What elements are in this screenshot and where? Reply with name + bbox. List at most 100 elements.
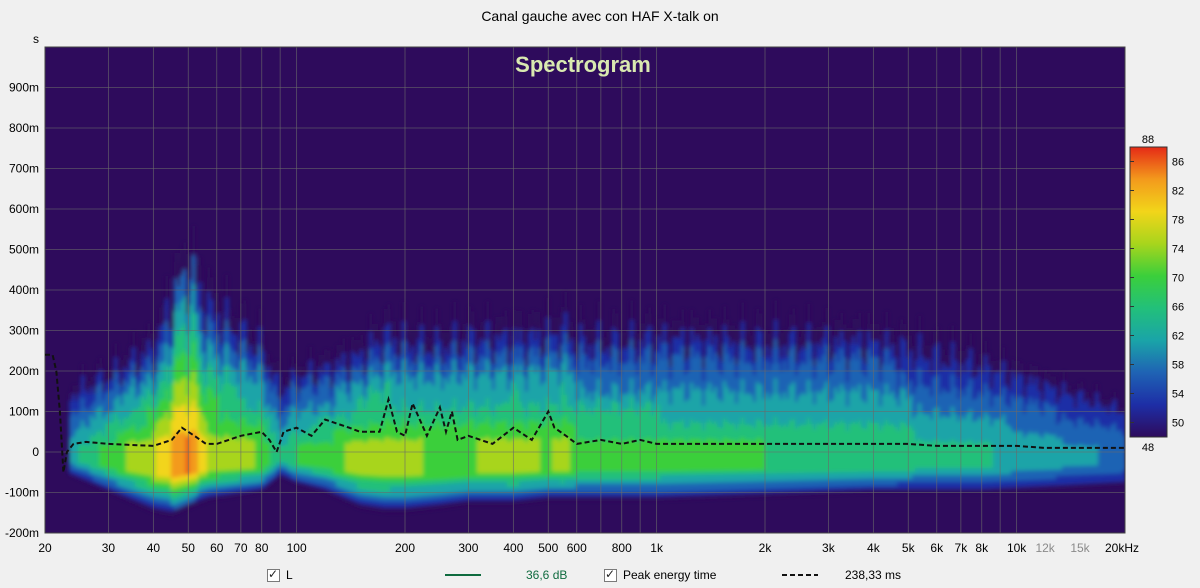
heatmap-cell (462, 439, 466, 474)
heatmap-cell (237, 440, 241, 470)
heatmap-cell (279, 445, 283, 462)
heatmap-cell (1116, 447, 1120, 466)
heatmap-cell (534, 439, 538, 473)
heatmap-cell (777, 440, 781, 470)
heatmap-cell (1041, 446, 1045, 467)
heatmap-cell (756, 437, 760, 470)
colorbar-tick-label: 54 (1172, 389, 1184, 401)
heatmap-cell (255, 440, 259, 469)
heatmap-cell (810, 439, 814, 470)
heatmap-cell (1047, 444, 1051, 467)
series-l-checkbox[interactable] (267, 567, 280, 582)
heatmap-cell (546, 436, 550, 472)
heatmap-cell (795, 441, 799, 470)
heatmap-cell (666, 439, 670, 472)
heatmap-cell (840, 438, 844, 469)
heatmap-cell (684, 441, 688, 472)
heatmap-cell (393, 438, 397, 477)
heatmap-cell (951, 439, 955, 469)
heatmap-cell (783, 439, 787, 470)
heatmap-cell (612, 437, 616, 472)
heatmap-cell (969, 440, 973, 469)
heatmap-cell (1095, 445, 1099, 466)
x-tick-label: 6k (930, 541, 944, 555)
heatmap-cell (168, 437, 172, 478)
heatmap-cell (816, 439, 820, 470)
heatmap-cell (750, 440, 754, 471)
heatmap-cell (801, 439, 805, 470)
colorbar-tick-label: 50 (1172, 418, 1184, 430)
heatmap-cell (471, 437, 475, 474)
heatmap-cell (996, 442, 1000, 468)
heatmap-cell (834, 438, 838, 469)
colorbar-tick-label: 70 (1172, 273, 1184, 285)
heatmap-cell (615, 438, 619, 472)
heatmap-cell (447, 440, 451, 475)
heatmap-cell (204, 438, 208, 472)
x-tick-label: 4k (867, 541, 881, 555)
heatmap-cell (282, 445, 286, 463)
heatmap-cell (831, 441, 835, 469)
heatmap-cell (480, 439, 484, 474)
heatmap-cell (234, 438, 238, 470)
colorbar-tick-label: 62 (1172, 331, 1184, 343)
heatmap-cell (636, 441, 640, 472)
heatmap-cell (723, 437, 727, 471)
heatmap-cell (621, 440, 625, 472)
heatmap-cell (903, 439, 907, 469)
heatmap-cell (189, 432, 193, 475)
heatmap-cell (333, 442, 337, 470)
heatmap-cell (942, 441, 946, 469)
heatmap-cell (321, 442, 325, 468)
heatmap-cell (1005, 444, 1009, 468)
legend-series-l[interactable]: L (267, 566, 293, 584)
heatmap-cell (108, 443, 112, 469)
heatmap-cell (390, 439, 394, 477)
heatmap-cell (207, 433, 211, 472)
legend-peak-energy[interactable]: Peak energy time (604, 566, 716, 584)
heatmap-cell (420, 437, 424, 476)
heatmap-cell (129, 441, 133, 473)
heatmap-cell (348, 443, 352, 473)
legend-level-line (445, 566, 481, 584)
heatmap-cell (246, 440, 250, 470)
heatmap-cell (363, 443, 367, 475)
heatmap-cell (285, 444, 289, 463)
y-tick-label: 600m (9, 202, 39, 216)
heatmap-cell (1059, 445, 1063, 467)
heatmap-cell (843, 439, 847, 469)
heatmap-cell (1113, 445, 1117, 466)
heatmap-cell (921, 441, 925, 469)
plot-label: Spectrogram (515, 52, 651, 77)
heatmap-cell (372, 439, 376, 476)
heatmap-cell (864, 441, 868, 469)
heatmap-cell (405, 439, 409, 477)
heatmap-cell (201, 435, 205, 473)
heatmap-cell (114, 441, 118, 470)
heatmap-cell (360, 440, 364, 475)
heatmap-cell (912, 442, 916, 469)
heatmap-cell (477, 439, 481, 474)
level-line-swatch (445, 574, 481, 576)
heatmap-cell (414, 441, 418, 476)
heatmap-cell (573, 440, 577, 472)
heatmap-cell (357, 441, 361, 475)
heatmap-cell (687, 441, 691, 471)
heatmap-cell (411, 439, 415, 476)
heatmap-cell (984, 440, 988, 469)
heatmap-cell (162, 437, 166, 478)
heatmap-cell (309, 441, 313, 467)
heatmap-cell (735, 442, 739, 471)
heatmap-cell (519, 437, 523, 473)
y-tick-label: 900m (9, 81, 39, 95)
heatmap-cell (504, 437, 508, 474)
heatmap-cell (537, 437, 541, 472)
colorbar-max-label: 88 (1142, 134, 1154, 146)
peak-energy-checkbox[interactable] (604, 567, 617, 582)
heatmap-cell (1086, 445, 1090, 466)
heatmap-cell (120, 444, 124, 471)
heatmap-cell (549, 438, 553, 472)
heatmap-cell (780, 441, 784, 470)
heatmap-cell (594, 439, 598, 472)
heatmap-cell (315, 444, 319, 468)
